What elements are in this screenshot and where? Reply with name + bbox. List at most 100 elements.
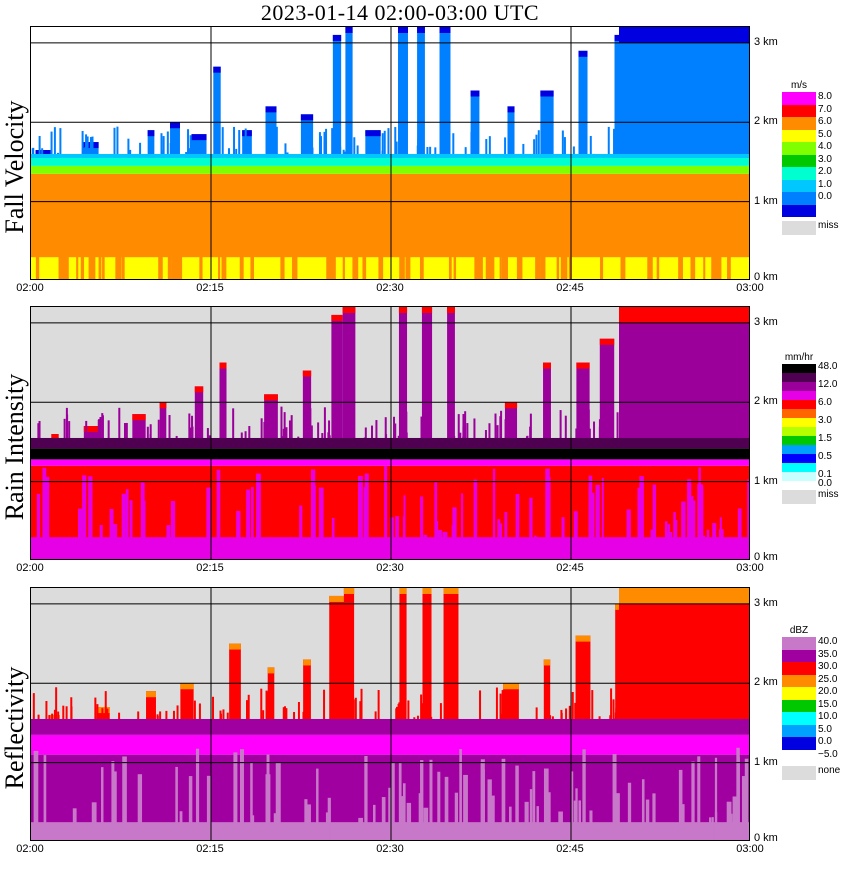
echo-spike — [396, 708, 399, 723]
legend-value: 1.5 — [818, 433, 832, 444]
echo-streak — [419, 236, 424, 279]
echo-spike — [393, 416, 396, 442]
echo-spike — [325, 128, 328, 162]
echo-streak — [667, 524, 671, 559]
legend-entry: 5.0 — [782, 724, 846, 737]
y-tick-label: 0 km — [754, 832, 778, 844]
echo-streak — [378, 223, 384, 279]
echo-spike — [290, 415, 293, 442]
echo-spike — [344, 712, 347, 723]
x-tick-label: 03:00 — [736, 843, 764, 855]
echo-spike — [161, 416, 164, 442]
echo-streak — [398, 762, 402, 840]
legend-entry: 6.0 — [782, 397, 846, 409]
y-tick-label: 0 km — [754, 271, 778, 283]
x-tick-label: 02:15 — [196, 843, 224, 855]
echo-streak — [233, 752, 238, 840]
echo-streak — [33, 750, 39, 840]
echo-column — [302, 370, 312, 442]
echo-spike — [159, 711, 162, 723]
legend-swatch — [782, 674, 816, 687]
echo-spike — [188, 413, 191, 442]
echo-spike — [428, 691, 431, 723]
echo-streak — [561, 517, 565, 559]
echo-spike — [402, 693, 405, 723]
legend-entry: 0.5 — [782, 451, 846, 463]
echo-spike — [282, 707, 285, 723]
echo-spike — [53, 127, 56, 162]
legend-unit: dBZ — [789, 625, 809, 636]
echo-spike — [263, 421, 266, 442]
echo-column — [398, 307, 408, 442]
legend-swatch — [782, 192, 816, 205]
echo-spike — [193, 700, 196, 723]
legend-value: 1.0 — [818, 178, 832, 190]
y-tick-label: 3 km — [754, 315, 778, 328]
echo-spike — [616, 412, 619, 442]
echo-spike — [589, 135, 592, 162]
x-tick-label: 02:30 — [376, 282, 404, 294]
legend-entry: 40.0 — [782, 636, 846, 650]
echo-streak — [72, 808, 77, 840]
echo-spike — [613, 128, 616, 162]
echo-streak — [448, 234, 452, 279]
echo-streak — [402, 783, 406, 840]
echo-streak — [42, 467, 47, 559]
legend-swatch — [782, 391, 816, 400]
legend-entry: 0.0 — [782, 478, 846, 490]
legend-miss-label: miss — [818, 220, 839, 231]
legend-value: 0.0 — [818, 191, 832, 202]
legend-swatch — [782, 179, 816, 192]
legend-entry: 8.0 — [782, 91, 846, 105]
echo-streak — [499, 206, 502, 279]
echo-column-top — [345, 27, 353, 33]
echo-spike — [156, 714, 159, 723]
echo-spike — [232, 408, 235, 442]
echo-spike — [354, 697, 357, 723]
echo-spike — [377, 690, 380, 723]
x-tick-label: 03:00 — [736, 562, 764, 574]
echo-streak — [429, 759, 433, 840]
echo-streak — [573, 800, 577, 840]
echo-streak — [504, 512, 508, 559]
echo-streak — [515, 765, 519, 840]
echo-spike — [139, 142, 142, 162]
echo-spike — [560, 709, 563, 723]
echo-streak — [601, 477, 604, 559]
echo-spike — [51, 713, 54, 723]
echo-streak — [717, 190, 722, 279]
echo-streak — [656, 253, 660, 279]
legend-swatch — [782, 436, 816, 445]
echo-column-top — [302, 370, 312, 377]
y-tick-label: 1 km — [754, 755, 778, 768]
echo-spike — [166, 131, 169, 162]
x-tick-label: 02:00 — [16, 843, 44, 855]
echo-streak — [515, 494, 520, 559]
echo-streak — [112, 524, 118, 559]
echo-streak — [246, 489, 251, 559]
x-tick-label: 03:00 — [736, 282, 764, 294]
y-tick-label: 0 km — [754, 551, 778, 563]
echo-streak — [250, 213, 254, 279]
echo-layer — [31, 448, 749, 460]
echo-column — [575, 635, 591, 723]
echo-spike — [302, 711, 305, 723]
legend-swatch — [782, 649, 816, 662]
echo-streak — [399, 796, 405, 840]
y-axis-ticks: 0 km 1 km 2 km 3 km — [752, 306, 792, 588]
echo-spike — [317, 422, 320, 442]
echo-column — [343, 588, 355, 723]
echo-spike — [37, 423, 40, 442]
echo-layer — [31, 173, 749, 258]
echo-spike — [588, 428, 591, 442]
echo-streak — [650, 529, 654, 559]
echo-column-top — [146, 691, 156, 698]
echo-streak — [480, 759, 485, 840]
y-tick-label: 2 km — [754, 395, 778, 408]
echo-streak — [384, 465, 388, 559]
echo-streak — [650, 222, 653, 279]
echo-streak — [423, 807, 429, 840]
legend-value: 15.0 — [818, 698, 838, 710]
echo-streak — [589, 810, 593, 840]
legend-swatch — [782, 382, 816, 391]
